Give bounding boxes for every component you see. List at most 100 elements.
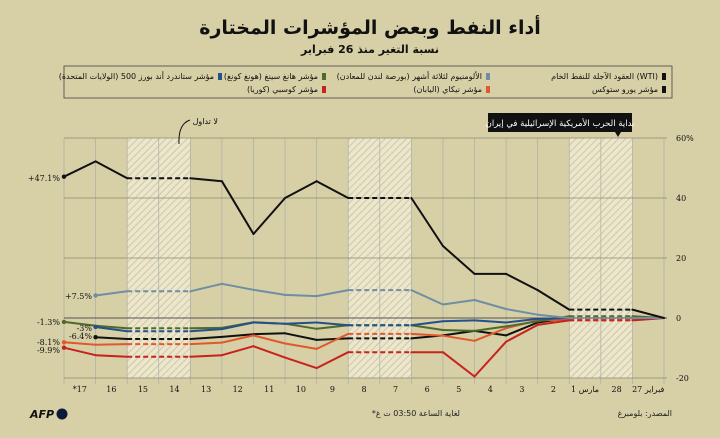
series-segment [252, 288, 287, 296]
series-segment [220, 333, 255, 338]
series-segment [441, 351, 476, 378]
series-start-point [93, 335, 98, 340]
series-segment [315, 180, 350, 199]
series-segment [94, 290, 129, 297]
legend: العقود الآجلة للنفط الخام (WTI) الألومنيو… [59, 71, 666, 94]
series-start-point [61, 345, 67, 350]
x-tick-label: 15 [138, 385, 148, 394]
series-segment [536, 319, 571, 326]
series-segment [284, 342, 318, 350]
series-segment [189, 341, 223, 346]
series-value-label: -3% [77, 324, 93, 333]
series-start-point [93, 293, 98, 298]
y-tick-label: 40 [676, 194, 686, 203]
x-tick-label: 16 [106, 385, 116, 394]
series-segment [410, 332, 444, 337]
series-segment [315, 324, 350, 330]
series-segment [252, 197, 287, 235]
x-tick-label: 2 [551, 385, 556, 394]
legend-swatch [486, 86, 490, 93]
legend-label: مؤشر هانغ سينغ (هونغ كونغ) [224, 72, 318, 81]
series-segment [94, 326, 129, 333]
x-tick-label: 14 [169, 385, 179, 394]
series-segment [441, 334, 476, 342]
legend-label: مؤشر يورو ستوكس [592, 85, 658, 94]
series-segment [189, 328, 223, 333]
no-trading-annotation: لا تداول [178, 117, 218, 145]
series-segment [410, 197, 444, 247]
series-segment [284, 322, 318, 330]
chart-title: أداء النفط وبعض المؤشرات المختارة [199, 15, 541, 39]
series-segment [252, 345, 287, 359]
series-segment [63, 160, 97, 178]
series-segment [410, 324, 444, 331]
time-note: *لغاية الساعة 03:50 ت غ [372, 409, 460, 418]
series-start-point [61, 174, 67, 179]
series-0 [61, 160, 665, 319]
series-segment [631, 308, 665, 319]
series-value-label: -8.1% [37, 338, 60, 347]
x-tick-label: 4 [488, 385, 493, 394]
series-segment [252, 332, 287, 336]
series-segment [220, 180, 255, 235]
x-tick-label: 5 [456, 385, 461, 394]
x-tick-label: 3 [519, 385, 524, 394]
y-tick-label: 0 [676, 314, 681, 323]
x-tick-label: 11 [264, 385, 274, 394]
series-segment [315, 321, 350, 327]
series-segment [505, 321, 539, 337]
x-tick-label: 1 مارس [571, 385, 599, 394]
legend-swatch [218, 73, 222, 80]
series-segment [220, 345, 255, 357]
series-1 [93, 282, 665, 319]
war-start-annotation: بداية الحرب الأمريكية الإسرائيلية في إير… [486, 113, 635, 137]
legend-label: مؤشر نيكاي (اليابان) [413, 85, 482, 94]
series-segment [189, 282, 223, 293]
series-segment [252, 321, 287, 325]
series-start-point [61, 340, 67, 345]
series-segment [94, 160, 129, 180]
series-segment [284, 356, 318, 370]
series-segment [505, 308, 539, 316]
series-segment [315, 332, 350, 350]
series-segment [94, 324, 129, 330]
series-6 [61, 317, 665, 378]
series-segment [284, 293, 318, 298]
x-tick-label: 7 [393, 385, 398, 394]
y-tick-label: 20 [676, 254, 686, 263]
series-segment [315, 351, 350, 370]
series-start-point [93, 324, 98, 330]
legend-swatch [486, 73, 490, 80]
legend-swatch [662, 73, 666, 80]
legend-box [63, 65, 673, 99]
series-segment [505, 317, 539, 324]
x-tick-label: 9 [330, 385, 335, 394]
series-segment [410, 320, 444, 327]
series-segment [315, 289, 350, 298]
series-segment [473, 327, 508, 342]
war-start-pointer [615, 132, 621, 137]
source-note: المصدر: بلومبرغ [618, 409, 672, 418]
series-segment [505, 323, 539, 343]
series-segment [473, 325, 508, 332]
x-tick-label: 13 [201, 385, 211, 394]
no-trading-pointer [178, 119, 191, 145]
series-segment [220, 321, 255, 331]
legend-label: مؤشر كوسبي (كوريا) [247, 85, 318, 94]
x-tick-label: 28 [612, 385, 622, 394]
series-segment [94, 343, 129, 346]
series-segment [284, 180, 318, 199]
no-trading-label: لا تداول [193, 117, 218, 126]
series-segment [284, 321, 318, 325]
x-tick-label: 27 فبراير [632, 385, 664, 394]
war-start-label: بداية الحرب الأمريكية الإسرائيلية في إير… [486, 118, 635, 129]
series-segment [63, 341, 97, 346]
series-segment [473, 319, 508, 324]
series-segment [505, 272, 539, 292]
series-segment [189, 354, 223, 358]
plot-area: 60% 40 20 0 -20 *17 16 15 14 13 12 11 10 9 8 7 6 5 4 3 2 1 ما… [28, 134, 694, 394]
series-segment [441, 329, 476, 332]
x-tick-label: 12 [233, 385, 243, 394]
x-tick-label: *17 [73, 385, 87, 394]
